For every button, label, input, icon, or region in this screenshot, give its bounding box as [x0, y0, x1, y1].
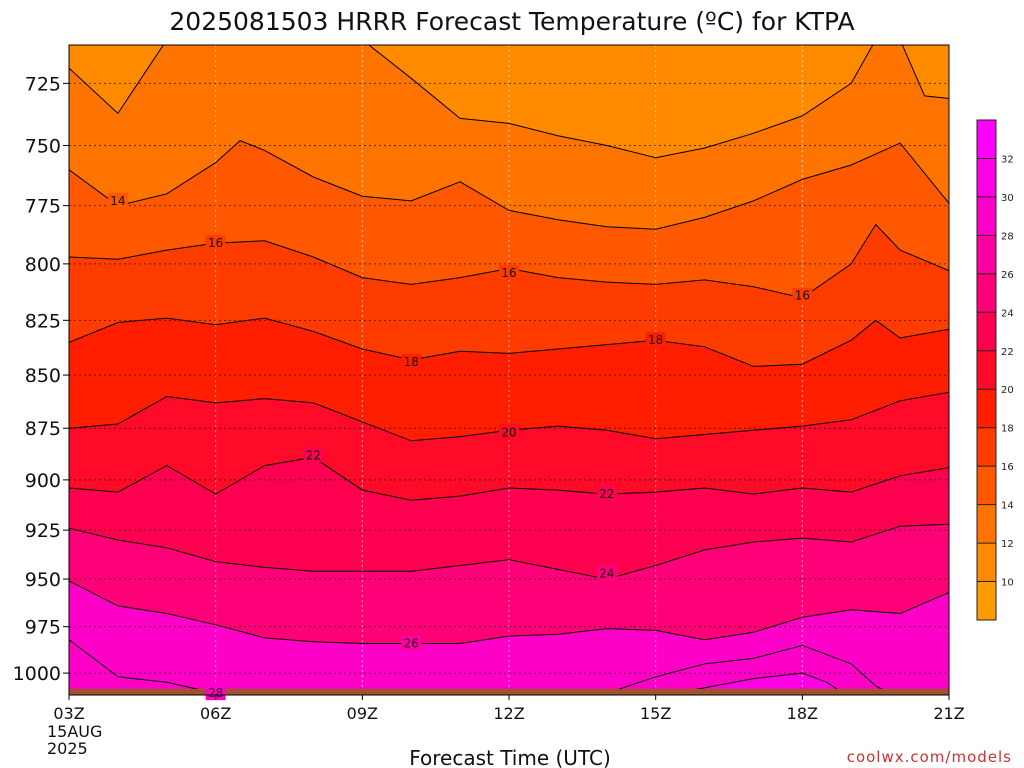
contour-label-26-10: 26 — [404, 637, 419, 651]
colorbar-label-24: 24 — [1001, 308, 1014, 319]
y-tick-label-950: 950 — [25, 569, 61, 591]
isotherm-28-8 — [69, 639, 269, 695]
isotherm-26-7 — [69, 580, 949, 644]
ground-surface — [69, 688, 949, 695]
chart-title: 2025081503 HRRR Forecast Temperature (ºC… — [169, 7, 854, 36]
isotherm-18-3 — [69, 317, 949, 367]
y-tick-label-975: 975 — [25, 617, 61, 639]
y-tick-label-1000: 1000 — [13, 663, 61, 685]
colorbar-segment-22 — [977, 312, 996, 351]
contour-label-bg-10 — [401, 635, 422, 651]
y-tick-label-800: 800 — [25, 254, 61, 276]
x-tick-label-15Z: 15Z — [640, 704, 671, 723]
isotherm-28-10 — [983, 627, 1024, 701]
colorbar-label-14: 14 — [1001, 501, 1014, 512]
isotherm-22-5 — [69, 456, 949, 501]
x-axis-title: Forecast Time (UTC) — [409, 746, 611, 768]
colorbar-label-32: 32 — [1001, 154, 1014, 165]
x-tick-label-06Z: 06Z — [200, 704, 231, 723]
colorbar-label-30: 30 — [1001, 193, 1014, 204]
contour-label-22-7: 22 — [306, 448, 321, 462]
isotherm-layer — [69, 45, 1024, 701]
colorbar-label-12: 12 — [1001, 539, 1014, 550]
contour-label-bg-7 — [303, 447, 324, 463]
colorbar-segment-24 — [977, 273, 996, 313]
y-tick-label-875: 875 — [25, 418, 61, 440]
contour-label-bg-8 — [596, 486, 617, 502]
contour-label-16-3: 16 — [795, 289, 810, 303]
contour-label-bg-2 — [499, 265, 519, 281]
colorbar-segment-32 — [977, 120, 996, 159]
contour-label-28-11: 28 — [208, 686, 223, 700]
isotherm-28-9 — [601, 644, 895, 695]
colorbar-frame — [976, 119, 997, 621]
contour-label-bg-9 — [596, 565, 617, 581]
contour-label-layer: 14 16 16 16 18 18 20 22 22 24 26 28 — [107, 192, 813, 701]
contour-label-22-8: 22 — [599, 487, 614, 501]
x-tick-label-03Z: 03Z — [53, 704, 84, 723]
contour-label-bg-11 — [205, 685, 226, 701]
colorbar-label-18: 18 — [1001, 424, 1014, 435]
y-tick-label-775: 775 — [25, 196, 61, 218]
colorbar-label-10: 10 — [1001, 578, 1014, 589]
contour-label-16-2: 16 — [501, 266, 516, 280]
contour-label-bg-3 — [792, 287, 813, 303]
contour-label-bg-6 — [499, 424, 519, 440]
contour-label-24-9: 24 — [599, 566, 614, 580]
contour-label-bg-5 — [645, 332, 666, 348]
grid-lines — [69, 45, 949, 695]
colorbar-segment-8 — [977, 581, 996, 620]
colorbar-segment-10 — [977, 543, 996, 582]
y-axis: 725 750 775 800 825 850 875 900 925 950 975 1000 — [13, 73, 69, 685]
y-tick-label-925: 925 — [25, 520, 61, 542]
isotherm-30-11 — [662, 672, 847, 695]
ground-fill — [69, 688, 949, 695]
y-tick-label-825: 825 — [25, 310, 61, 332]
colorbar-segment-18 — [977, 389, 996, 428]
contour-label-bg-1 — [205, 235, 226, 251]
colorbar-segment-14 — [977, 466, 996, 505]
contour-label-16-1: 16 — [208, 236, 223, 250]
isotherm-14-1 — [69, 140, 949, 230]
contour-label-bg-4 — [401, 354, 422, 370]
y-tick-label-750: 750 — [25, 136, 61, 158]
colorbar-label-22: 22 — [1001, 347, 1014, 358]
y-tick-label-900: 900 — [25, 470, 61, 492]
colorbar-segment-28 — [977, 196, 996, 236]
contour-label-18-5: 18 — [648, 333, 663, 347]
colorbar-label-20: 20 — [1001, 385, 1014, 396]
contour-label-20-6: 20 — [501, 425, 516, 439]
colorbar-segment-26 — [977, 235, 996, 274]
colorbar-segment-20 — [977, 350, 996, 390]
colorbar-segment-16 — [977, 427, 996, 467]
fill-warm-pocket-28 — [983, 627, 1024, 701]
colorbar-segment-30 — [977, 158, 996, 197]
isotherm-24-6 — [69, 523, 949, 580]
isotherm-16-2 — [69, 223, 949, 299]
y-tick-label-850: 850 — [25, 365, 61, 387]
x-date-label-day: 15AUG — [47, 722, 102, 741]
x-tick-label-12Z: 12Z — [493, 704, 524, 723]
colorbar-segment-12 — [977, 504, 996, 544]
colorbar-label-28: 28 — [1001, 231, 1014, 242]
y-tick-label-725: 725 — [25, 73, 61, 95]
colorbar-label-26: 26 — [1001, 270, 1014, 281]
colorbar: 10 12 14 16 18 20 22 24 26 28 30 32 — [976, 119, 1014, 621]
temperature-fill-layer — [69, 45, 1024, 701]
x-axis: 03Z 06Z 09Z 12Z 15Z 18Z 21Z — [53, 695, 965, 723]
x-tick-label-09Z: 09Z — [347, 704, 378, 723]
x-date-label-year: 2025 — [47, 739, 88, 758]
x-tick-label-21Z: 21Z — [933, 704, 964, 723]
x-tick-label-18Z: 18Z — [787, 704, 818, 723]
contour-label-bg-0 — [107, 192, 128, 208]
contour-label-18-4: 18 — [404, 355, 419, 369]
colorbar-label-16: 16 — [1001, 462, 1014, 473]
fill-warm-pocket-28 — [69, 639, 286, 695]
isotherm-12-0 — [69, 45, 949, 159]
credit-text: coolwx.com/models — [847, 748, 1012, 766]
contour-label-14-0: 14 — [110, 194, 125, 208]
isotherm-20-4 — [69, 391, 949, 442]
